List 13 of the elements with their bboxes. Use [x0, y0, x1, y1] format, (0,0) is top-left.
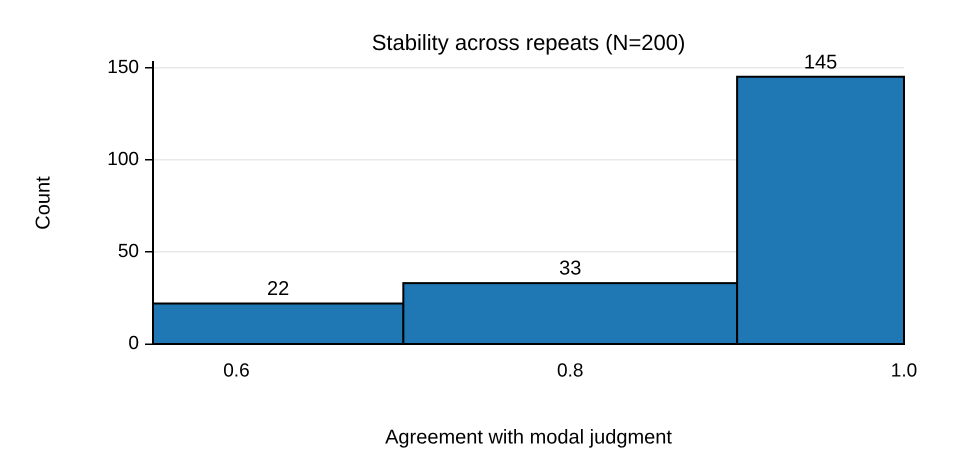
x-tick-label: 1.0 — [890, 360, 918, 382]
y-tick-label: 50 — [118, 241, 139, 262]
y-tick-label: 150 — [107, 56, 139, 78]
y-tick-label: 0 — [128, 333, 139, 354]
data-label: 145 — [804, 51, 838, 74]
x-tick-label: 0.8 — [557, 360, 584, 382]
data-label: 22 — [267, 278, 290, 300]
x-tick-label: 0.6 — [223, 360, 250, 382]
y-tick-label: 100 — [107, 148, 139, 170]
chart-title: Stability across repeats (N=200) — [372, 30, 686, 56]
y-axis-title: Count — [32, 176, 55, 230]
data-label: 33 — [559, 258, 582, 280]
x-axis-title: Agreement with modal judgment — [385, 426, 672, 449]
